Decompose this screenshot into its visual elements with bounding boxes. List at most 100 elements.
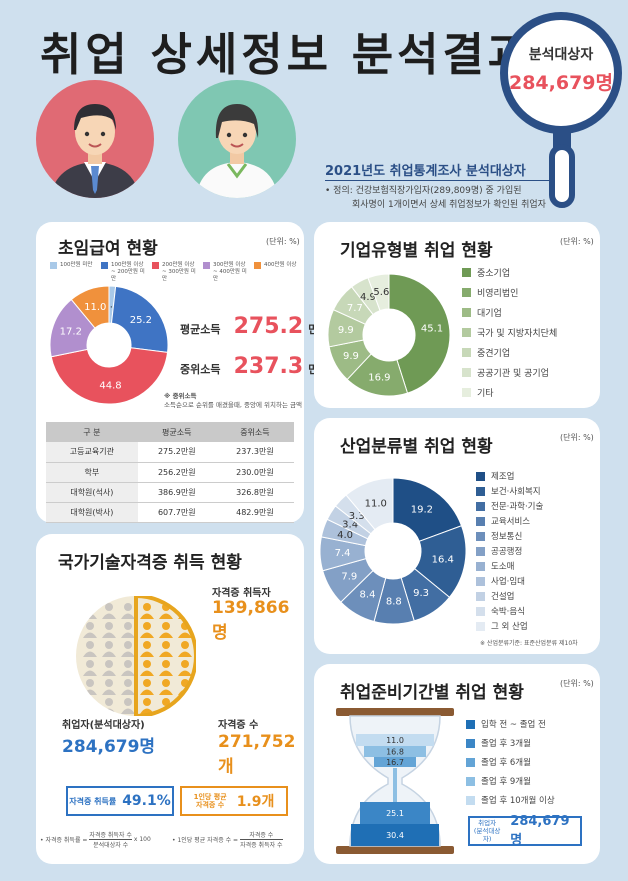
company-legend-item: 중소기업 [462, 266, 557, 279]
person-icon [83, 641, 97, 657]
salary-legend-item: 400만원 이상 [254, 262, 300, 283]
magnifier-lens: 분석대상자 284,679명 [500, 12, 622, 134]
industry-legend-label: 정보통신 [491, 532, 523, 542]
industry-legend-swatch [476, 516, 485, 526]
company-legend-label: 공공기관 및 공기업 [477, 369, 549, 379]
industry-legend: 제조업 보건·사회복지 전문·과학·기술 교육서비스 정보통신 공공행정 도소매 사업·임대 건… [476, 470, 543, 632]
industry-legend-item: 도소매 [476, 560, 543, 572]
person-icon [121, 641, 135, 657]
table-row: 대학원(박사) 607.7만원 482.9만원 [46, 502, 294, 523]
table-row: 대학원(석사) 386.9만원 326.8만원 [46, 482, 294, 503]
person-icon [140, 603, 154, 619]
industry-legend-item: 정보통신 [476, 530, 543, 542]
holders-label: 자격증 취득자 [212, 588, 271, 599]
salary-donut-chart: 1.8 25.2 44.8 17.2 11.0 [50, 286, 168, 404]
company-legend-item: 국가 및 지방자치단체 [462, 326, 557, 339]
company-label-3: 9.9 [338, 325, 354, 336]
person-icon [140, 660, 154, 676]
table-cell: 386.9만원 [137, 482, 216, 503]
industry-legend-item: 숙박·음식 [476, 605, 543, 617]
industry-legend-swatch [476, 531, 485, 541]
industry-legend-item: 사업·임대 [476, 575, 543, 587]
company-legend-swatch [462, 348, 471, 357]
magnifier-handle-icon [549, 144, 575, 208]
company-donut-chart: 45.1 16.9 9.9 9.9 7.74.95.6 [328, 274, 450, 396]
page-title: 취업 상세정보 분석결과 [40, 28, 534, 81]
avg-income: 평균소득 275.2 만원 [180, 314, 329, 339]
lens-label: 분석대상자 [528, 47, 594, 63]
prep-band-1 [364, 746, 426, 757]
prep-legend-swatch [466, 776, 475, 786]
industry-legend-label: 전문·과학·기술 [491, 502, 544, 512]
person-icon [178, 660, 192, 676]
industry-label-5: 7.9 [341, 571, 357, 582]
male-avatar-icon [36, 80, 154, 198]
salary-legend-label: 100만원 이상 ~ 200만원 미만 [111, 262, 145, 282]
hourglass-chart: 11.0 16.816.7 25.1 30.4 [336, 708, 454, 854]
person-icon [121, 660, 135, 676]
salary-legend: 100만원 미만 100만원 이상 ~ 200만원 미만 200만원 이상 ~ 30… [50, 262, 300, 283]
person-icon [102, 622, 116, 638]
industry-unit: (단위: %) [560, 433, 594, 442]
salary-slice-4 [70, 286, 110, 329]
company-label-5: 4.9 [360, 292, 376, 303]
license-people-icon [76, 596, 196, 716]
prep-band-2 [374, 757, 416, 767]
person-icon [159, 622, 173, 638]
industry-label-8: 3.4 [342, 519, 358, 530]
industry-label-0: 19.2 [411, 505, 433, 516]
industry-legend-label: 제조업 [491, 472, 515, 482]
industry-label-4: 8.4 [360, 590, 376, 601]
prep-label-4: 30.4 [386, 831, 404, 840]
person-icon [102, 660, 116, 676]
industry-legend-swatch [476, 471, 485, 481]
company-label-0: 45.1 [421, 323, 443, 334]
industry-title: 산업분류별 취업 현황 [340, 437, 493, 457]
industry-label-6: 7.4 [335, 548, 351, 559]
company-legend-swatch [462, 288, 471, 297]
prep-band-4 [351, 824, 439, 846]
industry-legend-item: 전문·과학·기술 [476, 500, 543, 512]
license-title: 국가기술자격증 취득 현황 [58, 553, 242, 573]
salary-table-header: 구 분 평균소득 중위소득 [46, 422, 294, 442]
table-cell: 275.2만원 [137, 442, 216, 463]
industry-legend-label: 교육서비스 [491, 517, 531, 527]
salary-legend-item: 300만원 이상 ~ 400만원 미만 [203, 262, 249, 283]
industry-label-10: 11.0 [365, 499, 387, 510]
survey-title: 2021년도 취업통계조사 분석대상자 [325, 160, 550, 181]
salary-label-0: 1.8 [103, 300, 119, 311]
hourglass-sand-stream [393, 768, 397, 802]
industry-legend-item: 제조업 [476, 470, 543, 482]
salary-table-heading: 구 분 [46, 422, 138, 442]
person-icon [102, 679, 116, 695]
industry-legend-swatch [476, 621, 485, 631]
salary-legend-swatch [254, 262, 261, 269]
prep-legend-label: 졸업 후 6개월 [481, 758, 531, 768]
company-legend-label: 대기업 [477, 309, 502, 319]
prep-legend-label: 입학 전 ~ 졸업 전 [481, 720, 546, 730]
person-icon [178, 698, 192, 714]
employed-label: 취업자(분석대상자) [62, 720, 145, 731]
company-card: 기업유형별 취업 현황 (단위: %) 45.1 16.9 9.9 9.9 7.7 4.9… [314, 222, 600, 408]
company-unit: (단위: %) [560, 237, 594, 246]
industry-legend-swatch [476, 546, 485, 556]
salary-legend-label: 200만원 이상 ~ 300만원 미만 [162, 262, 196, 282]
table-cell: 학부 [46, 462, 138, 483]
company-label-6: 5.6 [373, 287, 389, 298]
hourglass-top-cap [336, 708, 454, 716]
person-icon [102, 641, 116, 657]
prep-legend: 입학 전 ~ 졸업 전 졸업 후 3개월 졸업 후 6개월 졸업 후 9개월 졸업 후 … [466, 718, 555, 806]
prep-legend-swatch [466, 795, 475, 805]
table-cell: 고등교육기관 [46, 442, 138, 463]
company-legend-label: 중견기업 [477, 349, 511, 359]
salary-legend-label: 100만원 미만 [60, 262, 93, 268]
salary-legend-swatch [152, 262, 159, 269]
definition: • 정의: 건강보험직장가입자(289,809명) 중 가입된 회사명이 1개이… [325, 186, 546, 210]
salary-legend-swatch [203, 262, 210, 269]
salary-legend-label: 400만원 이상 [264, 262, 297, 268]
industry-slice-0 [392, 477, 463, 542]
prep-legend-label: 졸업 후 9개월 [481, 777, 531, 787]
prep-legend-item: 입학 전 ~ 졸업 전 [466, 718, 555, 730]
prep-legend-label: 졸업 후 3개월 [481, 739, 531, 749]
company-legend-label: 기타 [477, 389, 494, 399]
